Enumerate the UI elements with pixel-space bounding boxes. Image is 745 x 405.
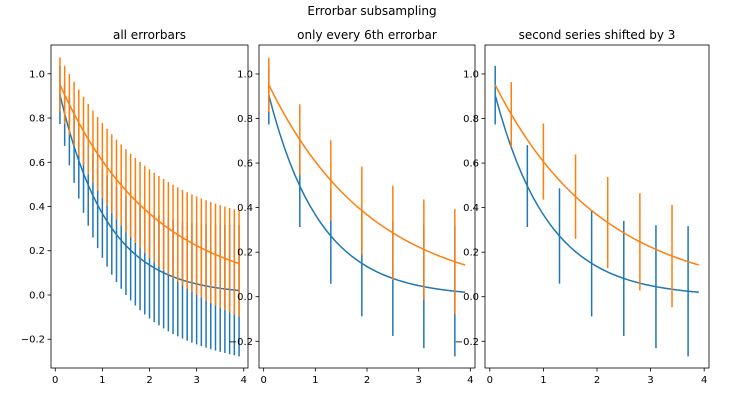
panel-3-y-tick-label: −0.2 bbox=[455, 337, 479, 348]
panel-1-x-tick-label: 3 bbox=[193, 375, 199, 386]
panel-1-x-tick-label: 0 bbox=[52, 375, 58, 386]
panel-1-series-1-line bbox=[59, 94, 240, 292]
panel-3-y-tick-label: 1.0 bbox=[463, 69, 479, 80]
panel-3-y-tick-label: 0.8 bbox=[463, 114, 479, 125]
panel-2-x-tick-label: 3 bbox=[415, 375, 421, 386]
panel-3-series-2-line bbox=[494, 84, 700, 266]
panel-3-y-tick-label: 0.6 bbox=[463, 159, 479, 170]
panel-2-x-tick-label: 0 bbox=[260, 375, 266, 386]
panel-1-y-tick-label: 1.0 bbox=[29, 69, 45, 80]
panel-3-y-tick-label: 0.0 bbox=[463, 292, 479, 303]
panel-1-x-tick-label: 1 bbox=[99, 375, 105, 386]
panel-2-series-1-line bbox=[268, 94, 466, 293]
panel-1-y-tick-label: 0.4 bbox=[29, 202, 45, 213]
panel-2-y-tick-label: −0.2 bbox=[229, 337, 253, 348]
panel-1-series-2-line bbox=[59, 84, 240, 265]
panel-3-x-tick-label: 3 bbox=[647, 375, 653, 386]
panel-1-y-tick-label: 0.6 bbox=[29, 158, 45, 169]
panel-3-x-tick-label: 4 bbox=[701, 375, 707, 386]
panel-3-x-tick-label: 0 bbox=[487, 375, 493, 386]
panel-2-y-tick-label: 0.0 bbox=[237, 292, 253, 303]
panel-1-x-tick-label: 4 bbox=[241, 375, 247, 386]
panel-2-series-2-line bbox=[268, 84, 466, 266]
panel-3-y-tick-label: 0.2 bbox=[463, 248, 479, 259]
panel-2-x-tick-label: 1 bbox=[312, 375, 318, 386]
panel-1-title: all errorbars bbox=[113, 28, 186, 42]
panel-2-y-tick-label: 1.0 bbox=[237, 69, 253, 80]
panel-3-axes-frame bbox=[484, 44, 710, 369]
panel-3-x-tick-label: 1 bbox=[540, 375, 546, 386]
panel-2-x-tick-label: 2 bbox=[364, 375, 370, 386]
panel-3-title: second series shifted by 3 bbox=[519, 28, 676, 42]
panel-1-y-tick-label: −0.2 bbox=[21, 335, 45, 346]
panel-2-title: only every 6th errorbar bbox=[297, 28, 437, 42]
panel-1-y-tick-label: 0.8 bbox=[29, 114, 45, 125]
panel-3-x-tick-label: 2 bbox=[594, 375, 600, 386]
panel-2-y-tick-label: 0.2 bbox=[237, 248, 253, 259]
panel-2-y-tick-label: 0.8 bbox=[237, 114, 253, 125]
panel-2-y-tick-label: 0.4 bbox=[237, 203, 253, 214]
panel-3-series-1-line bbox=[494, 94, 699, 293]
panel-3-y-tick-label: 0.4 bbox=[463, 203, 479, 214]
panel-2-axes-frame bbox=[258, 44, 476, 369]
panel-1-y-tick-label: 0.0 bbox=[29, 290, 45, 301]
panel-1-x-tick-label: 2 bbox=[146, 375, 152, 386]
panel-1-y-tick-label: 0.2 bbox=[29, 246, 45, 257]
figure-title: Errorbar subsampling bbox=[307, 4, 436, 18]
panel-2-y-tick-label: 0.6 bbox=[237, 159, 253, 170]
panel-2-x-tick-label: 4 bbox=[467, 375, 473, 386]
